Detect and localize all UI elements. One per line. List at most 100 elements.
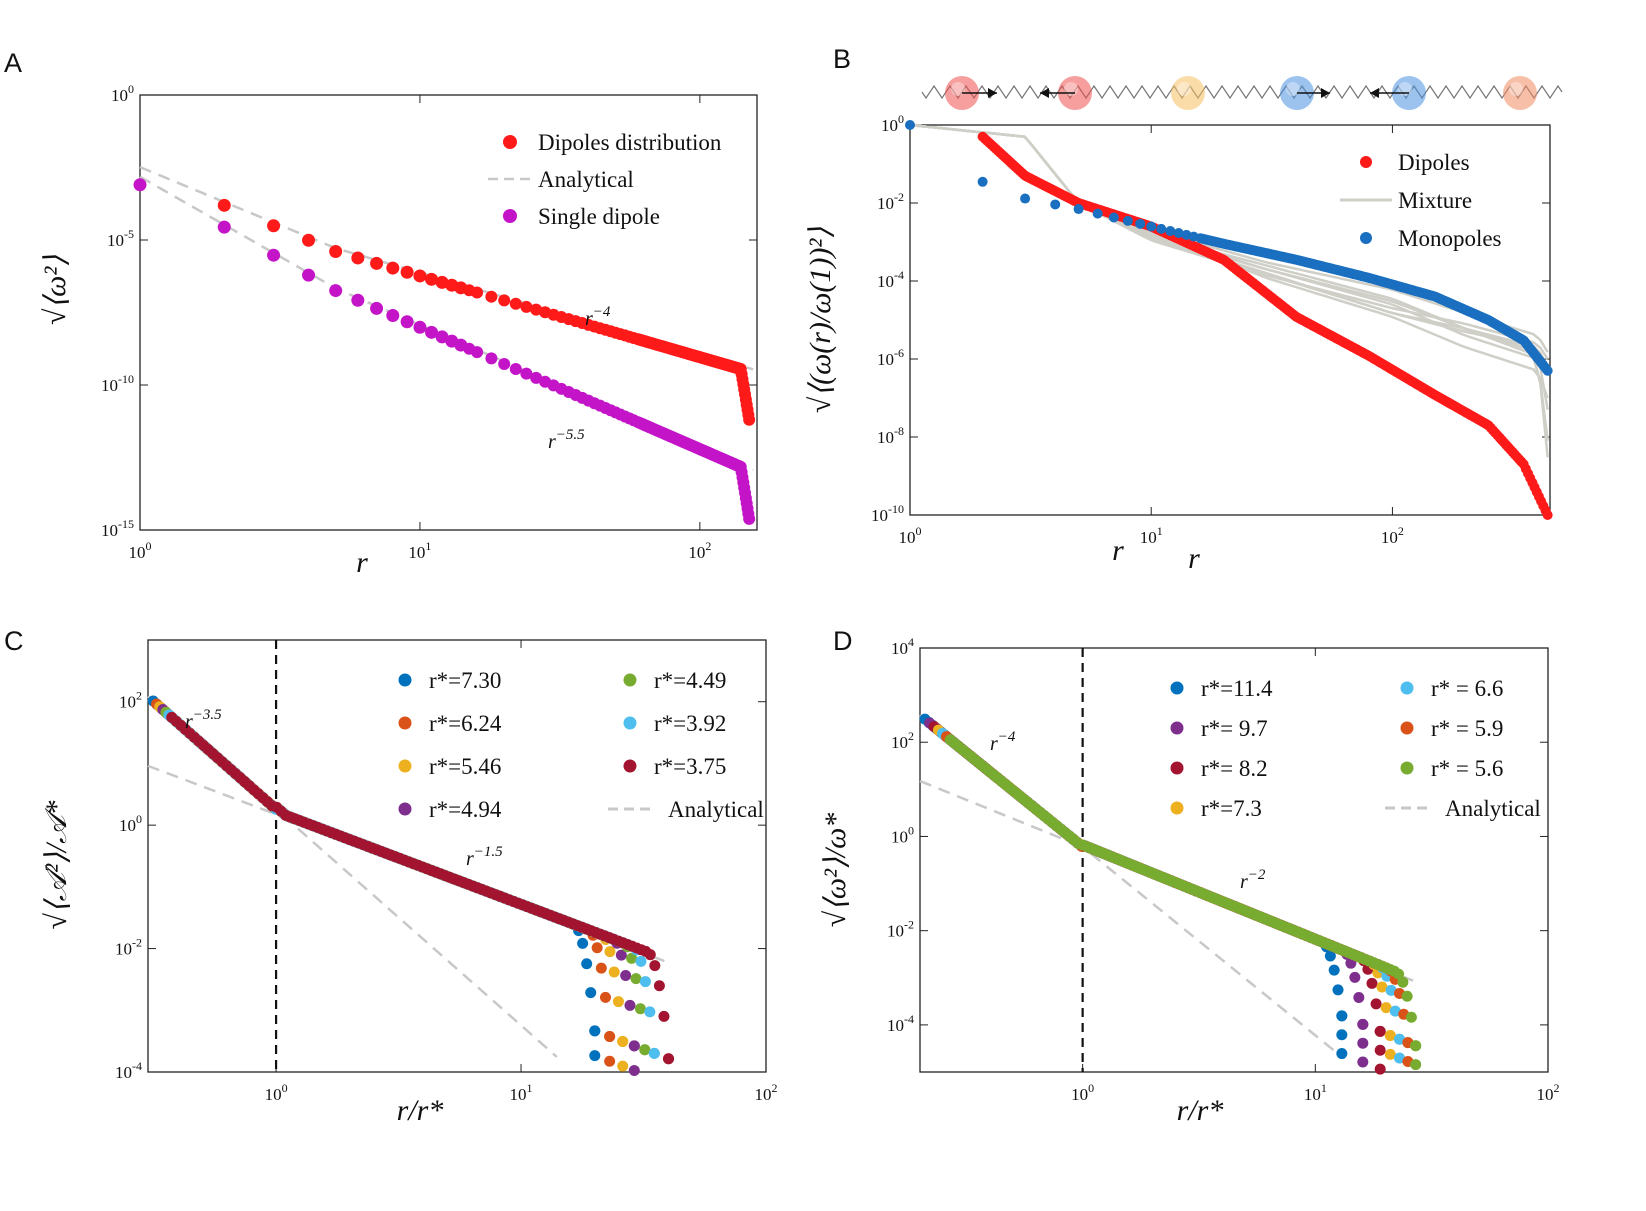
legend-marker-dipoles [1360, 156, 1372, 168]
legend-marker [398, 759, 412, 773]
collapse-point [617, 1035, 629, 1047]
monopoles-point [977, 176, 988, 187]
single-dipole-point [400, 315, 414, 329]
legend-marker-single [503, 209, 517, 223]
collapse-point [1384, 1029, 1396, 1041]
monopoles-point [1135, 218, 1146, 229]
collapse-point [617, 1060, 629, 1072]
single-dipole-point [498, 357, 511, 370]
collapse-point [585, 987, 597, 999]
annotation-inner: r−4 [990, 729, 1016, 755]
x-tick-label: 101 [510, 1081, 533, 1104]
chain-bead [1171, 76, 1205, 110]
collapse-point [644, 949, 656, 961]
annotation-inner: r−3.5 [185, 707, 222, 733]
collapse-point [635, 955, 647, 967]
monopoles-point [1542, 365, 1553, 376]
single-dipole-point [370, 301, 384, 315]
dipoles-point [530, 303, 543, 316]
x-tick-label: 102 [755, 1081, 778, 1104]
panel-label-d: D [833, 626, 853, 656]
legend-label: r*=4.94 [429, 797, 502, 822]
collapse-point [595, 962, 607, 974]
dipoles-point [413, 269, 427, 283]
panel-b-chart: 100 101 102 10-10 10-8 10-6 10-4 10-2 100 r r √⟨(ω(… [804, 112, 1553, 575]
collapse-point [1384, 1048, 1396, 1060]
monopoles-point [1173, 228, 1184, 239]
collapse-point [634, 1003, 646, 1015]
legend-marker [1400, 681, 1414, 695]
legend-marker [1170, 681, 1184, 695]
collapse-point [663, 1053, 675, 1065]
y-tick-label: 10-6 [877, 346, 904, 369]
panel-label-a: A [4, 48, 22, 78]
collapse-point [1336, 1048, 1348, 1060]
collapse-point [1410, 1059, 1422, 1071]
plot-frame [919, 647, 1549, 1073]
collapse-point [604, 1055, 616, 1067]
force-arrow-head [1040, 88, 1049, 98]
dipoles-point [485, 290, 498, 303]
dipoles-point [370, 256, 384, 270]
y-axis-label: √⟨(ω(r)/ω(1))²⟩ [804, 227, 837, 413]
x-axis-label-overlay: r [1112, 534, 1124, 567]
y-tick-label: 10-8 [877, 424, 904, 447]
dipoles-point [267, 219, 281, 233]
x-tick-label: 100 [265, 1081, 288, 1104]
legend-label-dipoles: Dipoles [1398, 150, 1470, 175]
collapse-point [1376, 981, 1388, 993]
legend-label-analytical: Analytical [538, 167, 634, 192]
collapse-point [624, 999, 636, 1011]
legend-label-analytical: Analytical [668, 797, 764, 822]
dipoles-point [498, 294, 511, 307]
monopoles-point [1108, 212, 1119, 223]
y-axis-label: √⟨𝒜²⟩/𝒜* [40, 801, 73, 930]
chain-bead-highlight [1286, 82, 1300, 96]
x-tick-label: 101 [1304, 1081, 1327, 1104]
spring-chain-schematic [921, 76, 1563, 110]
monopoles-point [905, 120, 915, 130]
collapse-point [1374, 1025, 1386, 1037]
single-dipole-point [509, 362, 522, 375]
legend-marker [1170, 801, 1184, 815]
y-axis-label: √⟨ω²⟩/ω* [819, 813, 852, 928]
collapse-point [648, 1047, 660, 1059]
collapse-point [589, 1050, 601, 1062]
x-axis-label: r [356, 546, 368, 579]
y-axis-label: √⟨ω²⟩ [39, 255, 72, 325]
y-tick-label: 100 [111, 82, 134, 105]
legend-marker-monopoles [1360, 232, 1372, 244]
x-axis-label: r [1188, 542, 1200, 575]
collapse-point [615, 949, 627, 961]
panel-label-b: B [833, 44, 851, 74]
force-arrow-head [1321, 88, 1330, 98]
plot-frame [139, 94, 758, 531]
collapse-point [1380, 1002, 1392, 1014]
y-tick-label: 10-2 [115, 936, 142, 959]
annotation-outer: r−1.5 [466, 844, 503, 870]
y-tick-label: 102 [119, 689, 142, 712]
single-dipole-point [217, 220, 231, 234]
force-arrow-head [988, 88, 997, 98]
dipoles-point [217, 198, 231, 212]
y-tick-label: 10-2 [877, 190, 904, 213]
legend-marker [398, 802, 412, 816]
y-tick-label: 10-10 [871, 502, 904, 525]
single-dipole-point [425, 325, 439, 339]
dipoles-point [329, 244, 343, 258]
monopoles-point [1146, 221, 1157, 232]
single-dipole-point [133, 178, 147, 192]
legend-marker [623, 673, 637, 687]
collapse-point [1374, 1063, 1386, 1075]
monopoles-point [1122, 215, 1133, 226]
spring-line [921, 84, 1563, 100]
legend-marker [1170, 761, 1184, 775]
x-tick-label: 102 [1537, 1081, 1560, 1104]
plot-frame [909, 124, 1551, 516]
y-tick-label: 10-2 [887, 918, 914, 941]
single-dipole-point [413, 320, 427, 334]
legend-label: r*=7.3 [1201, 796, 1262, 821]
mixture-curve [909, 123, 1549, 353]
collapse-point [1324, 950, 1336, 962]
x-tick-label: 100 [899, 524, 922, 547]
